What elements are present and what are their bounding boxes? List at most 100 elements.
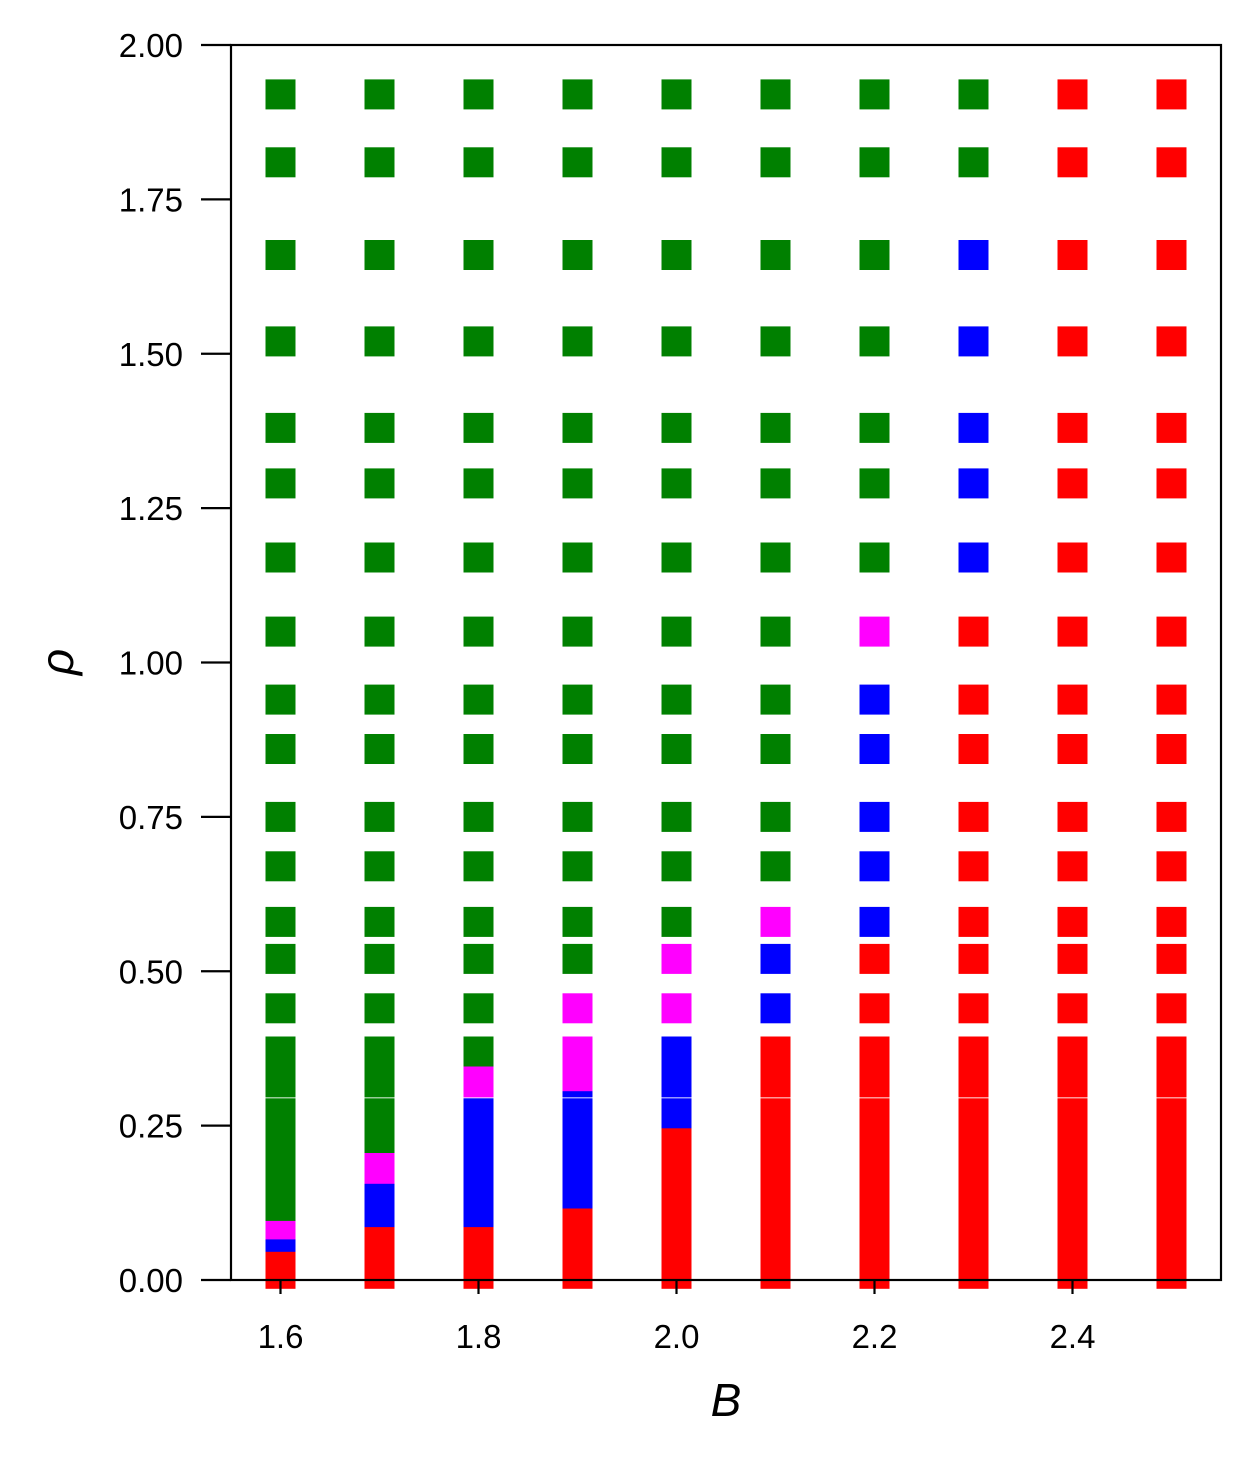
marker-magenta bbox=[562, 1036, 593, 1067]
marker-green bbox=[760, 851, 791, 882]
marker-blue bbox=[859, 906, 890, 937]
marker-green bbox=[859, 542, 890, 573]
marker-green bbox=[562, 684, 593, 715]
marker-green bbox=[463, 542, 494, 573]
marker-green bbox=[364, 906, 395, 937]
marker-red bbox=[1057, 147, 1088, 178]
marker-green bbox=[760, 468, 791, 499]
marker-red bbox=[859, 993, 890, 1024]
marker-red bbox=[859, 1098, 890, 1129]
marker-green bbox=[265, 542, 296, 573]
marker-green bbox=[364, 326, 395, 357]
marker-green bbox=[463, 468, 494, 499]
marker-green bbox=[463, 616, 494, 647]
marker-green bbox=[661, 412, 692, 443]
marker-green bbox=[661, 906, 692, 937]
marker-green bbox=[364, 542, 395, 573]
x-tick-label: 2.0 bbox=[654, 1318, 700, 1355]
marker-green bbox=[661, 801, 692, 832]
marker-red bbox=[859, 943, 890, 974]
marker-green bbox=[463, 943, 494, 974]
marker-green bbox=[265, 468, 296, 499]
marker-green bbox=[661, 734, 692, 764]
marker-red bbox=[1156, 468, 1187, 499]
marker-green bbox=[265, 147, 296, 178]
marker-green bbox=[463, 801, 494, 832]
marker-green bbox=[760, 240, 791, 270]
marker-green bbox=[958, 147, 989, 178]
marker-green bbox=[463, 412, 494, 443]
marker-green bbox=[760, 326, 791, 357]
marker-red bbox=[958, 616, 989, 647]
y-tick-label: 0.75 bbox=[119, 799, 183, 836]
marker-green bbox=[661, 326, 692, 357]
marker-green bbox=[364, 1036, 395, 1067]
marker-red bbox=[1156, 734, 1187, 764]
marker-green bbox=[364, 851, 395, 882]
marker-green bbox=[265, 993, 296, 1024]
marker-red bbox=[958, 851, 989, 882]
marker-red bbox=[958, 684, 989, 715]
marker-green bbox=[562, 616, 593, 647]
marker-green bbox=[661, 542, 692, 573]
marker-green bbox=[562, 468, 593, 499]
marker-blue bbox=[661, 1098, 692, 1129]
marker-green bbox=[661, 240, 692, 270]
marker-green bbox=[265, 616, 296, 647]
marker-red bbox=[958, 1098, 989, 1129]
marker-red bbox=[1057, 1036, 1088, 1067]
marker-green bbox=[364, 616, 395, 647]
marker-magenta bbox=[661, 993, 692, 1024]
marker-magenta bbox=[859, 616, 890, 647]
marker-green bbox=[562, 326, 593, 357]
marker-green bbox=[661, 684, 692, 715]
marker-green bbox=[364, 468, 395, 499]
marker-red bbox=[958, 734, 989, 764]
x-tick-label: 1.8 bbox=[456, 1318, 502, 1355]
marker-red bbox=[958, 1036, 989, 1067]
y-tick-label: 1.25 bbox=[119, 490, 183, 527]
marker-red bbox=[958, 906, 989, 937]
marker-green bbox=[463, 684, 494, 715]
marker-red bbox=[1156, 412, 1187, 443]
marker-green bbox=[760, 542, 791, 573]
marker-green bbox=[958, 79, 989, 110]
marker-red bbox=[1057, 79, 1088, 110]
marker-red bbox=[1057, 943, 1088, 974]
marker-red bbox=[760, 1036, 791, 1067]
marker-green bbox=[859, 79, 890, 110]
marker-red bbox=[1057, 240, 1088, 270]
marker-green bbox=[463, 1036, 494, 1067]
marker-green bbox=[760, 734, 791, 764]
marker-green bbox=[265, 801, 296, 832]
marker-green bbox=[562, 240, 593, 270]
marker-red bbox=[958, 943, 989, 974]
marker-green bbox=[265, 1098, 296, 1129]
marker-green bbox=[661, 616, 692, 647]
marker-green bbox=[562, 147, 593, 178]
marker-green bbox=[562, 412, 593, 443]
marker-red bbox=[1057, 542, 1088, 573]
y-tick-label: 1.75 bbox=[119, 181, 183, 218]
marker-blue bbox=[859, 684, 890, 715]
marker-green bbox=[463, 79, 494, 110]
marker-green bbox=[760, 801, 791, 832]
marker-red bbox=[1156, 1098, 1187, 1129]
y-axis-label: ρ bbox=[31, 649, 83, 677]
marker-green bbox=[364, 684, 395, 715]
marker-red bbox=[1057, 616, 1088, 647]
y-tick-label: 1.00 bbox=[119, 645, 183, 682]
y-tick-label: 1.50 bbox=[119, 336, 183, 373]
marker-blue bbox=[859, 851, 890, 882]
marker-green bbox=[265, 1036, 296, 1067]
marker-green bbox=[859, 240, 890, 270]
marker-green bbox=[265, 906, 296, 937]
marker-red bbox=[1156, 1036, 1187, 1067]
marker-blue bbox=[859, 734, 890, 764]
x-tick-label: 1.6 bbox=[258, 1318, 304, 1355]
marker-green bbox=[265, 734, 296, 764]
y-axis: 0.00 0.25 0.50 0.75 1.00 1.25 1.50 1.75 2.00 bbox=[119, 27, 231, 1299]
y-tick-label: 0.00 bbox=[119, 1262, 183, 1299]
marker-green bbox=[364, 147, 395, 178]
